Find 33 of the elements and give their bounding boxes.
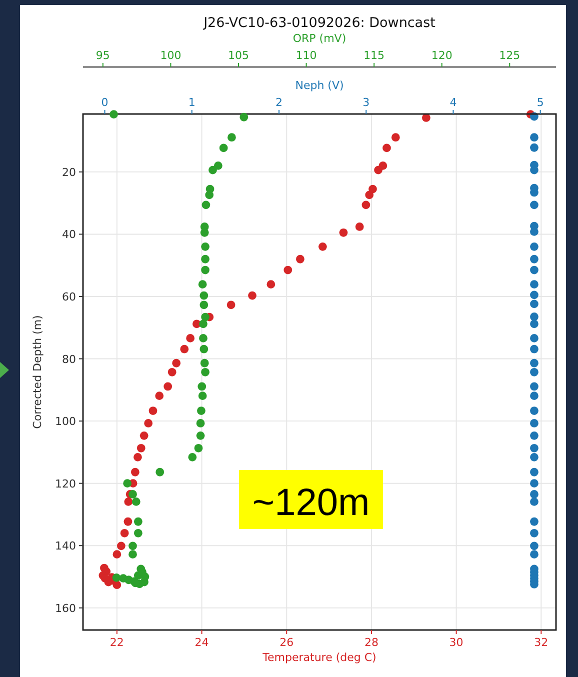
x2-tick-label: 1: [188, 96, 196, 109]
x-tick-label: 120: [431, 49, 452, 62]
x2-tick-label: 5: [536, 96, 544, 109]
chart-title: J26-VC10-63-01092026: Downcast: [202, 15, 436, 31]
x-tick-label: 32: [534, 636, 548, 649]
x2-axis-title: Neph (V): [295, 79, 344, 92]
y-tick-label: 40: [62, 228, 76, 242]
y-tick-label: 60: [62, 290, 76, 304]
x2-tick-label: 3: [362, 96, 370, 109]
x-tick-label: 110: [296, 49, 317, 62]
x-tick-label: 22: [110, 636, 124, 649]
x-tick-label: 105: [228, 49, 249, 62]
y-tick-label: 160: [55, 602, 76, 615]
x-tick-label: 28: [364, 636, 378, 649]
x-tick-label: 95: [96, 49, 110, 62]
y-axis-title: Corrected Depth (m): [31, 315, 44, 429]
x-tick-label: 100: [160, 49, 182, 62]
x2-tick-label: 4: [450, 96, 457, 109]
y-tick-label: 140: [55, 540, 76, 553]
x-tick-label: 125: [499, 49, 520, 62]
x-axis-title: ORP (mV): [292, 32, 346, 45]
y-tick-label: 120: [55, 477, 76, 490]
x2-tick-label: 0: [101, 96, 108, 109]
y-tick-label: 100: [55, 415, 76, 428]
y-tick-label: 80: [62, 352, 76, 366]
x-tick-label: 26: [280, 636, 294, 649]
x-tick-label: 115: [364, 49, 385, 62]
x-axis-title: Temperature (deg C): [262, 651, 376, 664]
x-tick-label: 24: [194, 636, 209, 649]
y-tick-label: 20: [62, 166, 76, 179]
annotation: ~120m: [252, 482, 370, 524]
x-tick-label: 30: [449, 636, 464, 649]
x2-tick-label: 2: [275, 96, 282, 109]
